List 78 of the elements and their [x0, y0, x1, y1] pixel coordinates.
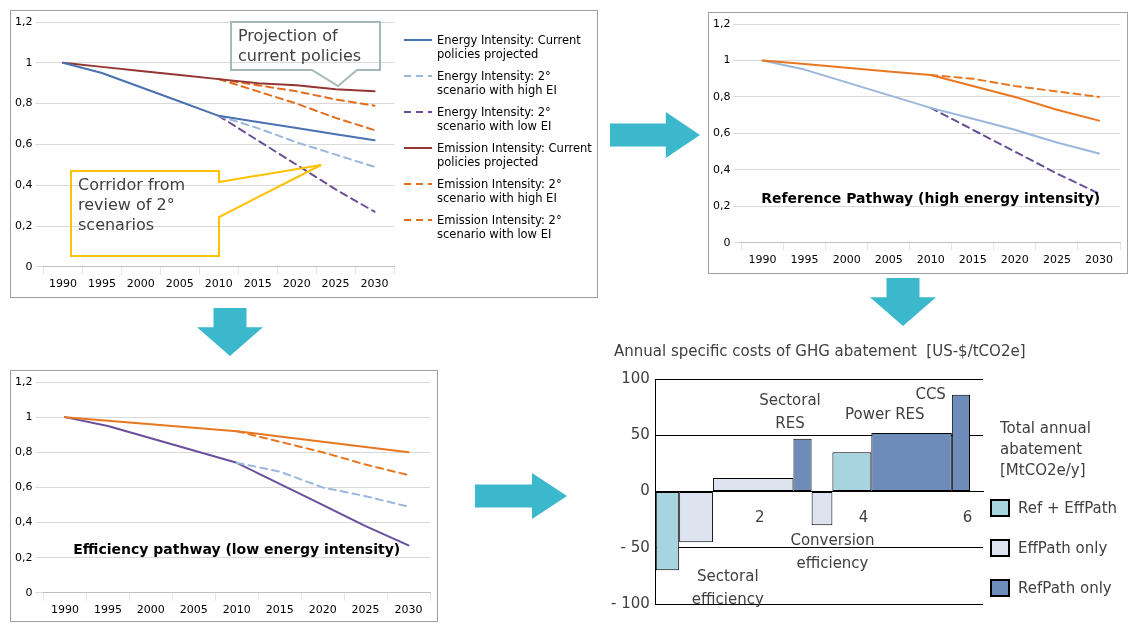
- y-tick-label: 0,8: [14, 445, 33, 459]
- y-tick-label: 0,4: [14, 515, 33, 529]
- x-tick-label: 2015: [958, 253, 987, 267]
- y-tick-label: 0: [25, 585, 33, 599]
- x-tick-label: 2010: [916, 253, 945, 267]
- y-tick-label: 0,2: [712, 199, 731, 213]
- y-tick-label: 0,2: [14, 550, 33, 564]
- x-tick-label: 2015: [243, 277, 272, 291]
- text: Reference Pathway (high energy intensity): [761, 189, 1101, 206]
- x-tick-label: 6: [962, 508, 973, 527]
- y-tick-label: 1: [25, 55, 33, 69]
- legend-label: Energy Intensity: 2° scenario with high EI: [437, 69, 558, 97]
- y-tick-label: 0,6: [14, 137, 33, 151]
- legend-label: Energy Intensity: Current policies projected: [437, 33, 582, 61]
- x-tick-label: 2005: [165, 277, 194, 291]
- legend-label: Ref + EffPath: [1018, 499, 1118, 517]
- y-tick-label: 0: [640, 481, 650, 500]
- y-tick-label: 50: [630, 425, 650, 444]
- y-tick-label: 0: [723, 235, 731, 249]
- x-tick-label: 2000: [136, 603, 165, 617]
- legend-label: Emission Intensity: Current policies projected: [437, 141, 593, 169]
- x-tick-label: 2020: [282, 277, 311, 291]
- x-tick-label: 2020: [308, 603, 337, 617]
- legend-label: RefPath only: [1018, 579, 1112, 597]
- y-tick-label: 100: [621, 368, 650, 387]
- x-tick-label: 2025: [351, 603, 380, 617]
- legend-label: Energy Intensity: 2° scenario with low EI: [437, 105, 553, 133]
- y-tick-label: 0,4: [712, 162, 731, 176]
- annotation: Sectoral efficiency: [691, 566, 764, 608]
- y-tick-label: - 100: [611, 593, 650, 612]
- y-tick-label: 0,8: [712, 89, 731, 103]
- y-tick-label: 0,8: [14, 96, 33, 110]
- annotation: Power RES: [845, 404, 925, 423]
- y-tick-label: 1: [25, 409, 33, 423]
- y-tick-label: 0,6: [712, 126, 731, 140]
- x-tick-label: 1990: [748, 253, 777, 267]
- x-tick-label: 2005: [874, 253, 903, 267]
- y-tick-label: 1,2: [712, 16, 731, 30]
- x-tick-label: 2015: [265, 603, 294, 617]
- annotation: Sectoral RES: [759, 391, 821, 433]
- y-tick-label: 0: [25, 259, 33, 273]
- y-tick-label: 0,4: [14, 178, 33, 192]
- y-tick-label: 1: [723, 53, 731, 67]
- y-tick-label: 1,2: [14, 14, 33, 28]
- callout-box: Projection of current policies: [230, 21, 381, 88]
- x-tick-label: 1995: [87, 277, 116, 291]
- x-tick-label: 2020: [1000, 253, 1029, 267]
- x-tick-label: 1990: [48, 277, 77, 291]
- x-tick-label: 2000: [832, 253, 861, 267]
- annotation: Projection of current policies: [238, 26, 363, 66]
- x-tick-label: 2010: [204, 277, 233, 291]
- x-tick-label: 2005: [179, 603, 208, 617]
- x-tick-label: 2030: [394, 603, 423, 617]
- x-tick-label: 1990: [50, 603, 79, 617]
- y-tick-label: - 50: [620, 537, 650, 556]
- y-tick-label: 0,2: [14, 218, 33, 232]
- x-tick-label: 2025: [321, 277, 350, 291]
- x-tick-label: 1995: [790, 253, 819, 267]
- callout-box: Corridor from review of 2° scenarios: [70, 163, 323, 257]
- x-tick-label: 2030: [1084, 253, 1113, 267]
- x-tick-label: 2: [754, 508, 765, 527]
- annotation: Conversion efficiency: [790, 530, 875, 572]
- x-tick-label: 2000: [126, 277, 155, 291]
- text: Efficiency pathway (low energy intensity): [73, 541, 401, 558]
- legend-label: Emission Intensity: 2° scenario with low EI: [437, 213, 563, 241]
- x-tick-label: 1995: [93, 603, 122, 617]
- y-tick-label: 0,6: [14, 480, 33, 494]
- annotation: Corridor from review of 2° scenarios: [78, 175, 187, 235]
- legend-label: EffPath only: [1018, 539, 1108, 557]
- x-tick-label: 2025: [1042, 253, 1071, 267]
- annotation: CCS: [915, 384, 946, 403]
- x-tick-label: 4: [858, 508, 869, 527]
- legend-label: Emission Intensity: 2° scenario with high EI: [437, 177, 563, 205]
- chart-title: Annual specific costs of GHG abatement [US-$/tCO2e]: [614, 342, 1026, 360]
- x-axis-title: Total annual abatement [MtCO2e/y]: [1000, 418, 1092, 481]
- x-tick-label: 2010: [222, 603, 251, 617]
- x-tick-label: 2030: [360, 277, 389, 291]
- y-tick-label: 1,2: [14, 374, 33, 388]
